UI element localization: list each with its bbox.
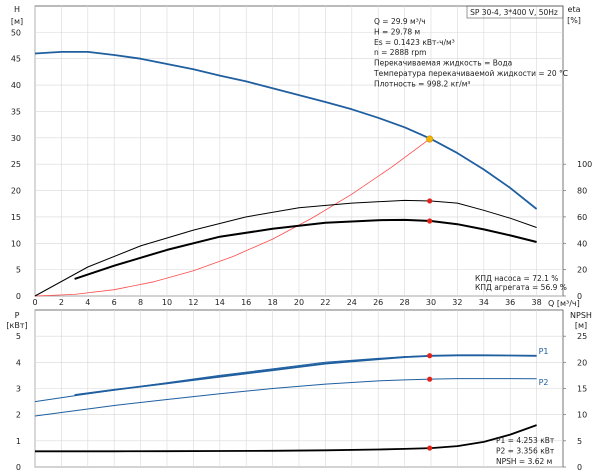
info-text-line: NPSH = 3.62 м bbox=[496, 457, 552, 466]
y-left-tick-label: 5 bbox=[16, 332, 21, 341]
operating-point-marker bbox=[427, 445, 433, 451]
efficiency-text-line: КПД насоса = 72.1 % bbox=[475, 274, 558, 283]
series-label-p2: P2 bbox=[539, 378, 549, 387]
y-right-tick-label: 0 bbox=[577, 463, 582, 472]
y-right-tick-label: 60 bbox=[577, 213, 587, 222]
chart-title: SP 30-4, 3*400 V, 50Hz bbox=[470, 8, 558, 17]
operating-point-marker bbox=[427, 376, 433, 382]
y-right-tick-label: 10 bbox=[577, 411, 587, 420]
info-text-line: Плотность = 998.2 кг/м³ bbox=[374, 79, 470, 88]
x-tick-label: 28 bbox=[400, 298, 410, 307]
lower-plot-power-npsh: 0 1 2 3 4 5 0 5 10 15 20 25 P[кВт] NPSH[м] P1 P2 P1 = 4.… bbox=[6, 309, 592, 472]
x-tick-label: 8 bbox=[138, 298, 143, 307]
y-left-tick-label: 5 bbox=[16, 266, 21, 275]
info-text-line: Es = 0.1423 кВт-ч/м³ bbox=[374, 38, 455, 47]
x-tick-label: 0 bbox=[32, 298, 37, 307]
npsh-curve bbox=[35, 424, 537, 453]
y-left-tick-label: 0 bbox=[16, 292, 21, 301]
upper-plot-head-efficiency: 0 2 4 6 8 10 12 14 16 18 20 22 24 26 28 30 32 34 36 3805101… bbox=[11, 5, 592, 308]
y-left-tick-label: 35 bbox=[11, 107, 21, 116]
info-text-line: n = 2888 rpm bbox=[374, 48, 426, 57]
y-right-tick-label: 0 bbox=[577, 292, 582, 301]
series-label-p1: P1 bbox=[539, 347, 549, 356]
operating-point-marker bbox=[427, 353, 433, 359]
y-right-axis-unit: [м] bbox=[575, 321, 587, 330]
efficiency-point-marker bbox=[427, 198, 433, 204]
x-tick-label: 22 bbox=[320, 298, 330, 307]
x-tick-label: 6 bbox=[112, 298, 117, 307]
y-left-axis-label: P bbox=[15, 311, 20, 320]
y-right-tick-label: 25 bbox=[577, 332, 587, 341]
unit-efficiency-curve bbox=[74, 218, 537, 280]
y-right-tick-label: 40 bbox=[577, 239, 587, 248]
y-left-tick-label: 3 bbox=[16, 385, 21, 394]
y-left-tick-label: 50 bbox=[11, 28, 21, 37]
info-text-line: H = 29.78 м bbox=[374, 27, 420, 36]
x-tick-label: 2 bbox=[59, 298, 64, 307]
x-tick-label: 16 bbox=[241, 298, 251, 307]
p2-curve bbox=[34, 378, 537, 417]
head-curve bbox=[34, 51, 538, 210]
y-right-tick-label: 5 bbox=[577, 437, 582, 446]
y-left-tick-label: 25 bbox=[11, 160, 21, 169]
y-left-tick-label: 2 bbox=[16, 411, 21, 420]
info-text-line: Перекачиваемая жидкость = Вода bbox=[374, 59, 512, 68]
y-left-tick-label: 30 bbox=[11, 134, 21, 143]
efficiency-point-marker bbox=[427, 218, 433, 224]
x-tick-label: 20 bbox=[294, 298, 304, 307]
title-box bbox=[466, 5, 564, 19]
x-tick-label: 4 bbox=[85, 298, 90, 307]
x-tick-label: 30 bbox=[426, 298, 436, 307]
y-left-tick-label: 1 bbox=[16, 437, 21, 446]
y-right-tick-label: 15 bbox=[577, 385, 587, 394]
y-right-axis-label: NPSH bbox=[570, 311, 592, 320]
y-left-axis-label: H bbox=[14, 5, 20, 14]
y-left-axis-unit: [кВт] bbox=[6, 321, 27, 330]
x-tick-label: 24 bbox=[347, 298, 357, 307]
y-left-tick-label: 45 bbox=[11, 55, 21, 64]
x-tick-label: 10 bbox=[162, 298, 172, 307]
y-left-axis-unit: [м] bbox=[11, 17, 23, 26]
y-right-axis-label: eta bbox=[568, 5, 581, 14]
x-tick-label: 32 bbox=[452, 298, 462, 307]
y-left-tick-label: 20 bbox=[11, 187, 21, 196]
efficiency-text-line: КПД агрегата = 56.9 % bbox=[475, 283, 567, 292]
x-tick-label: 36 bbox=[505, 298, 515, 307]
x-tick-label: 34 bbox=[479, 298, 489, 307]
pump-efficiency-curve bbox=[34, 199, 537, 297]
x-tick-label: 14 bbox=[215, 298, 225, 307]
y-right-tick-label: 100 bbox=[577, 160, 592, 169]
y-left-tick-label: 4 bbox=[16, 358, 21, 367]
y-right-tick-label: 20 bbox=[577, 358, 587, 367]
info-text-line: Температура перекачиваемой жидкости = 20… bbox=[373, 69, 568, 78]
y-left-tick-label: 15 bbox=[11, 213, 21, 222]
y-right-tick-label: 80 bbox=[577, 187, 587, 196]
info-text-line: P1 = 4.253 кВт bbox=[496, 436, 555, 445]
y-left-tick-label: 40 bbox=[11, 81, 21, 90]
y-left-tick-label: 10 bbox=[11, 239, 21, 248]
info-text-line: Q = 29.9 м³/ч bbox=[374, 17, 426, 26]
y-right-axis-unit: [%] bbox=[567, 16, 581, 25]
x-tick-label: 26 bbox=[373, 298, 383, 307]
system-curve bbox=[34, 138, 430, 297]
y-right-tick-label: 20 bbox=[577, 266, 587, 275]
x-tick-label: 18 bbox=[268, 298, 278, 307]
p1-thin-curve bbox=[34, 354, 537, 403]
y-left-tick-label: 0 bbox=[16, 463, 21, 472]
info-text-line: P2 = 3.356 кВт bbox=[496, 446, 555, 455]
x-axis-label: Q [м³/ч] bbox=[548, 299, 580, 308]
duty-point-marker bbox=[426, 135, 434, 143]
x-tick-label: 38 bbox=[532, 298, 542, 307]
x-tick-label: 12 bbox=[188, 298, 198, 307]
